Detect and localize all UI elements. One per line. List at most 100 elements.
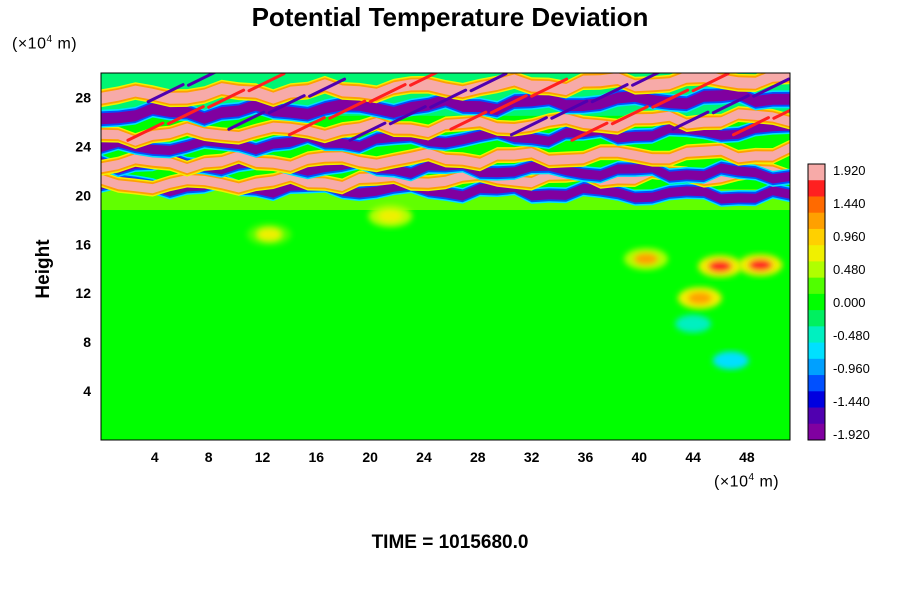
colorbar-swatch xyxy=(808,293,825,311)
wave-streak xyxy=(731,116,770,137)
colorbar-swatch xyxy=(808,277,825,295)
colorbar-tick-label: 1.440 xyxy=(833,196,866,211)
wave-streak xyxy=(308,77,347,98)
colorbar-tick-label: -0.960 xyxy=(833,361,870,376)
wave-streak xyxy=(530,77,569,98)
wave-streak xyxy=(651,88,690,109)
wave-streak xyxy=(794,123,829,140)
warm-feature xyxy=(677,287,722,310)
y-tick-label: 8 xyxy=(83,334,91,350)
x-tick-label: 24 xyxy=(416,449,432,465)
colorbar-swatch xyxy=(808,358,825,376)
wave-streak xyxy=(186,73,217,87)
stratospheric-layer xyxy=(101,73,790,104)
wave-streak xyxy=(570,121,609,142)
wave-streak xyxy=(469,73,508,93)
colorbar-swatch xyxy=(808,342,825,360)
y-tick-label: 16 xyxy=(75,236,91,252)
wave-streak xyxy=(287,116,326,137)
x-tick-label: 36 xyxy=(578,449,594,465)
wave-streak xyxy=(610,105,649,126)
x-unit-suffix: m) xyxy=(754,473,780,491)
x-tick-label: 32 xyxy=(524,449,540,465)
colorbar-swatch xyxy=(808,228,825,246)
colorbar-swatch xyxy=(808,261,825,279)
x-unit-exponent: 4 xyxy=(748,472,755,483)
x-axis-unit: (×104 m) xyxy=(714,472,779,491)
warm-feature xyxy=(624,247,669,270)
wave-streak xyxy=(146,83,185,104)
stratospheric-layer xyxy=(101,121,790,155)
y-unit-prefix: (×10 xyxy=(12,35,47,53)
y-tick-label: 24 xyxy=(75,138,91,154)
colorbar-swatch xyxy=(808,423,825,441)
colorbar-tick-label: 0.480 xyxy=(833,262,866,277)
heatmap-field xyxy=(101,73,829,440)
wave-streak xyxy=(489,94,528,115)
y-tick-label: 12 xyxy=(75,285,91,301)
colorbar-frame xyxy=(807,163,826,441)
warm-feature xyxy=(698,255,743,278)
stratospheric-layer xyxy=(101,88,790,125)
colorbar-tick-label: 0.960 xyxy=(833,229,866,244)
colorbar-swatch xyxy=(808,407,825,425)
wave-streak xyxy=(449,110,488,131)
x-tick-label: 20 xyxy=(362,449,378,465)
wave-streak xyxy=(166,105,205,126)
wave-streak xyxy=(348,121,387,142)
colorbar-tick-label: -0.480 xyxy=(833,328,870,343)
y-tick-label: 4 xyxy=(83,383,91,399)
wave-streak xyxy=(409,73,439,87)
x-tick-label: 48 xyxy=(739,449,755,465)
cool-feature xyxy=(712,351,749,370)
wave-streak xyxy=(126,121,165,142)
cool-feature xyxy=(675,314,712,333)
colorbar-swatch xyxy=(808,326,825,344)
colorbar-tick-label: -1.920 xyxy=(833,427,870,442)
warm-feature xyxy=(368,205,413,228)
wave-streak xyxy=(631,73,661,87)
wave-streak xyxy=(267,94,306,115)
stratospheric-layer xyxy=(101,176,790,204)
x-tick-label: 40 xyxy=(631,449,647,465)
wave-streak xyxy=(227,110,266,131)
warm-feature xyxy=(738,254,783,277)
x-tick-label: 12 xyxy=(255,449,271,465)
x-tick-label: 44 xyxy=(685,449,701,465)
plot-frame xyxy=(100,72,791,441)
wave-streak xyxy=(509,116,548,137)
wave-streak xyxy=(691,73,730,93)
wave-streak xyxy=(429,88,468,109)
x-unit-prefix: (×10 xyxy=(714,473,749,491)
wave-streak xyxy=(368,83,407,104)
wave-streak xyxy=(772,108,790,120)
colorbar-tick-label: 0.000 xyxy=(833,295,866,310)
time-readout: TIME = 1015680.0 xyxy=(0,532,900,554)
time-label: TIME = xyxy=(371,532,439,553)
colorbar-swatch xyxy=(808,310,825,327)
colorbar-swatch xyxy=(808,180,825,197)
wave-streak xyxy=(671,110,710,131)
colorbar-swatch xyxy=(808,212,825,230)
stratospheric-layer xyxy=(101,143,790,174)
chart-title: Potential Temperature Deviation xyxy=(251,2,649,32)
colorbar-swatch xyxy=(808,245,825,262)
x-tick-label: 8 xyxy=(205,449,213,465)
warm-feature xyxy=(247,223,292,246)
y-unit-suffix: m) xyxy=(52,35,78,53)
stratospheric-layer xyxy=(101,165,790,194)
colorbar-swatch xyxy=(808,196,825,214)
x-tick-label: 16 xyxy=(309,449,325,465)
colorbar-swatch xyxy=(808,164,825,181)
wave-streak xyxy=(711,94,750,115)
stratospheric-layer xyxy=(101,109,790,146)
wave-streak xyxy=(247,73,286,93)
wave-streak xyxy=(752,77,790,98)
wave-streak xyxy=(328,99,367,120)
colorbar-swatch xyxy=(808,391,825,409)
y-tick-label: 28 xyxy=(75,89,91,105)
wave-streak xyxy=(207,88,246,109)
x-tick-label: 28 xyxy=(470,449,486,465)
y-axis-unit: (×104 m) xyxy=(12,34,77,53)
